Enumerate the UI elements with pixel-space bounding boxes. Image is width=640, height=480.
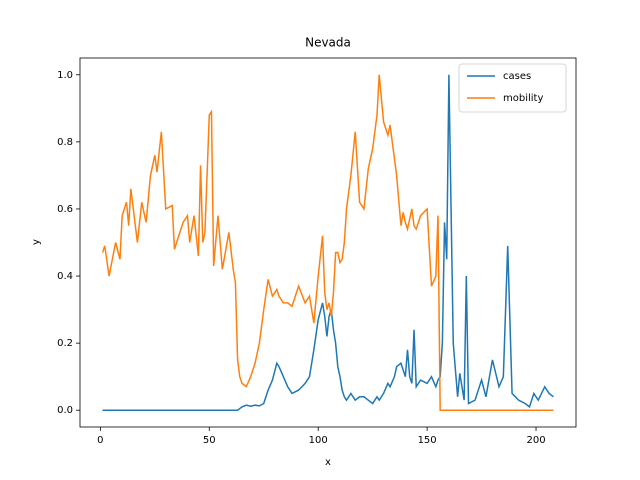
y-tick-label: 0.2 xyxy=(57,338,73,349)
y-tick-label: 0.4 xyxy=(57,271,73,282)
y-axis-label: y xyxy=(31,239,42,245)
y-tick-label: 1.0 xyxy=(57,70,73,81)
axes-frame xyxy=(79,57,577,428)
y-tick-label: 0.0 xyxy=(57,405,73,416)
x-tick-label: 0 xyxy=(97,435,103,446)
x-tick-label: 200 xyxy=(526,435,545,446)
x-tick-label: 150 xyxy=(418,435,437,446)
x-tick-label: 50 xyxy=(203,435,216,446)
series-line xyxy=(101,74,554,411)
x-tick-label: 100 xyxy=(309,435,328,446)
series-line xyxy=(102,74,554,411)
legend-label: mobility xyxy=(503,93,543,104)
y-tick-label: 0.6 xyxy=(57,204,73,215)
legend-label: cases xyxy=(503,71,531,82)
chart-title: Nevada xyxy=(305,36,351,50)
y-tick-label: 0.8 xyxy=(57,137,73,148)
x-axis-label: x xyxy=(325,457,331,468)
